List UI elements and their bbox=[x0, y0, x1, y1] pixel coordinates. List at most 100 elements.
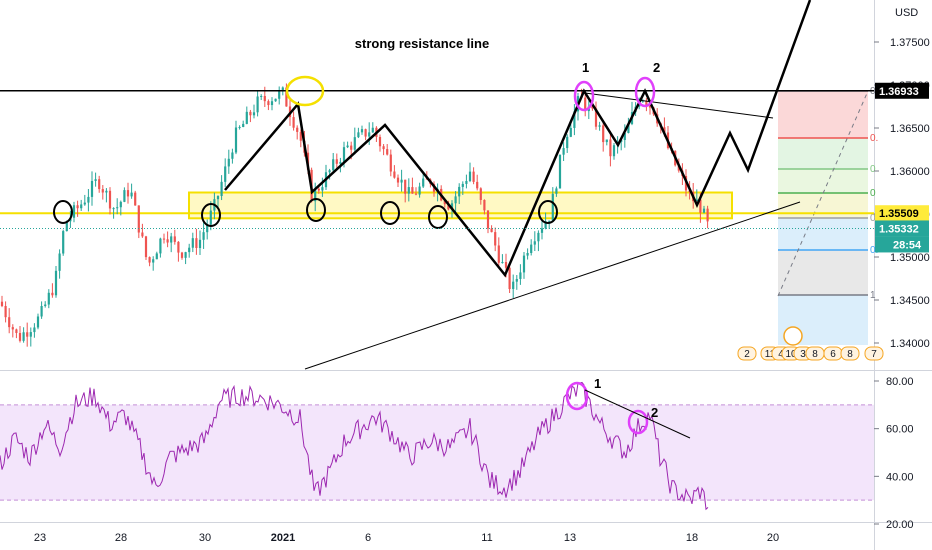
candle-body bbox=[537, 232, 540, 242]
candle-body bbox=[522, 255, 526, 273]
support-zone bbox=[188, 191, 733, 220]
candle-body bbox=[278, 91, 281, 99]
rsi-peak-1-circle bbox=[565, 381, 589, 411]
candle-body bbox=[155, 253, 158, 260]
candle-body bbox=[26, 332, 29, 337]
candle-body bbox=[562, 148, 565, 155]
candle-body bbox=[364, 129, 367, 137]
candle-body bbox=[152, 259, 155, 263]
candle-body bbox=[566, 136, 569, 149]
price-pane[interactable] bbox=[0, 0, 874, 370]
peak-1-circle bbox=[573, 80, 595, 112]
rsi-peak-1-label: 1 bbox=[594, 376, 601, 391]
candle-body bbox=[411, 187, 414, 194]
time-tick-label: 6 bbox=[365, 532, 371, 544]
candle-body bbox=[51, 292, 54, 296]
candle-body bbox=[317, 188, 320, 191]
candle-body bbox=[371, 127, 374, 133]
candle-body bbox=[252, 112, 256, 116]
peak-2-circle bbox=[634, 76, 656, 108]
candle-body bbox=[72, 205, 76, 218]
fib-zone bbox=[778, 138, 868, 169]
rsi-tick-label: 60.00 bbox=[886, 424, 914, 436]
event-badge-label: 8 bbox=[812, 349, 818, 360]
event-badge-label: 8 bbox=[847, 349, 853, 360]
candle-body bbox=[18, 332, 22, 341]
marker-circle bbox=[53, 200, 73, 224]
candle-body bbox=[558, 154, 562, 189]
candle-body bbox=[645, 100, 648, 107]
candle-body bbox=[242, 123, 245, 127]
candle-body bbox=[342, 147, 346, 162]
candle-body bbox=[530, 244, 533, 254]
peak-1-label: 1 bbox=[582, 60, 589, 75]
candle-body bbox=[8, 317, 11, 328]
candle-body bbox=[245, 111, 248, 124]
candle-body bbox=[605, 139, 608, 143]
candle-body bbox=[533, 241, 536, 245]
rsi-tick-label: 20.00 bbox=[886, 519, 914, 531]
candle-body bbox=[353, 137, 356, 150]
countdown-label: 28:54 bbox=[893, 239, 922, 251]
candle-body bbox=[47, 292, 50, 305]
candle-body bbox=[98, 179, 101, 190]
candle-body bbox=[267, 101, 270, 106]
candle-body bbox=[548, 220, 551, 222]
candle-body bbox=[699, 199, 702, 213]
price-badge-label: 1.36933 bbox=[879, 86, 919, 98]
candle-body bbox=[526, 253, 529, 256]
candle-body bbox=[400, 179, 403, 183]
candle-body bbox=[447, 204, 450, 210]
candle-body bbox=[180, 252, 184, 258]
candle-body bbox=[407, 187, 410, 194]
candle-body bbox=[591, 106, 594, 109]
candle-body bbox=[450, 203, 454, 210]
candle-body bbox=[58, 253, 61, 271]
candle-body bbox=[483, 199, 486, 211]
candle-body bbox=[137, 205, 140, 233]
candle-body bbox=[476, 181, 479, 189]
currency-label: USD bbox=[895, 7, 918, 19]
time-tick-label: 13 bbox=[564, 532, 576, 544]
candle-body bbox=[623, 132, 626, 141]
candle-body bbox=[501, 262, 504, 264]
candle-body bbox=[641, 100, 644, 102]
candle-body bbox=[101, 189, 104, 193]
marker-circle bbox=[201, 203, 221, 227]
fib-trend-line bbox=[777, 90, 869, 297]
candle-body bbox=[584, 97, 587, 112]
candle-body bbox=[270, 101, 274, 106]
candle-body bbox=[612, 145, 616, 157]
candle-body bbox=[209, 210, 212, 225]
candles-group bbox=[0, 83, 709, 347]
candle-body bbox=[188, 247, 191, 253]
candle-body bbox=[134, 192, 137, 206]
candle-body bbox=[663, 127, 666, 133]
candle-body bbox=[263, 95, 266, 102]
price-badge bbox=[875, 205, 929, 222]
price-badges-group: 1.36933 1.35509 1.35332 28:54 bbox=[0, 82, 929, 253]
price-tick-label: 1.36500 bbox=[890, 123, 930, 135]
event-badge-label: 6 bbox=[830, 349, 836, 360]
candle-body bbox=[504, 262, 508, 268]
candle-body bbox=[29, 332, 32, 337]
candle-body bbox=[202, 232, 205, 240]
time-tick-label: 2021 bbox=[271, 532, 295, 544]
candle-body bbox=[468, 171, 472, 181]
event-badge bbox=[864, 346, 884, 361]
candle-body bbox=[105, 190, 108, 193]
path-arrows bbox=[224, 0, 812, 278]
candle-body bbox=[443, 200, 446, 205]
candle-body bbox=[256, 96, 259, 113]
candle-body bbox=[249, 111, 252, 116]
candle-body bbox=[594, 108, 598, 127]
candle-body bbox=[602, 125, 605, 143]
candle-body bbox=[173, 236, 176, 242]
fib-level-label: 0. bbox=[870, 133, 878, 144]
candle-body bbox=[11, 327, 14, 330]
candle-body bbox=[497, 245, 500, 263]
candle-body bbox=[519, 272, 522, 279]
candle-body bbox=[15, 329, 18, 333]
